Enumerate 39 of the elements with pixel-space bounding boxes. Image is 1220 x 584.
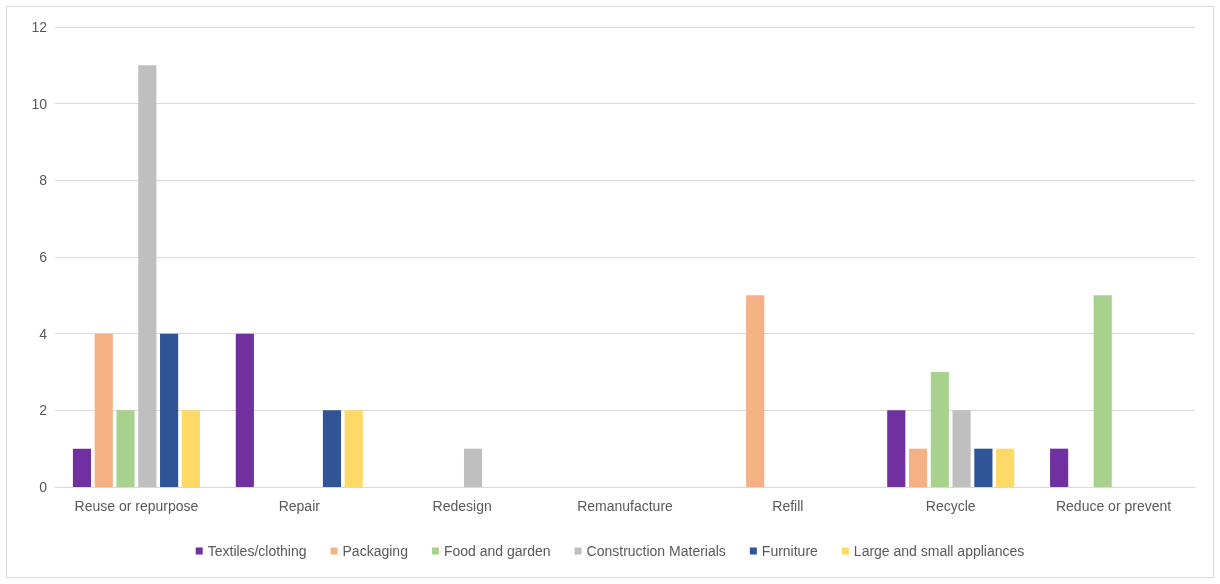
x-tick-label: Recycle bbox=[925, 498, 976, 514]
x-tick-label: Refill bbox=[772, 498, 804, 514]
bar bbox=[72, 448, 92, 487]
legend-label: Packaging bbox=[342, 543, 408, 559]
bar bbox=[887, 410, 906, 487]
x-tick-label: Reuse or repurpose bbox=[74, 498, 199, 514]
bar bbox=[463, 448, 483, 487]
bar bbox=[1093, 295, 1112, 487]
bar bbox=[94, 333, 113, 487]
legend-label: Textiles/clothing bbox=[207, 543, 307, 559]
bar bbox=[181, 410, 200, 487]
y-tick-label: 8 bbox=[39, 172, 48, 189]
legend-label: Food and garden bbox=[443, 543, 551, 559]
bar bbox=[160, 333, 179, 487]
y-tick-label: 10 bbox=[31, 95, 48, 112]
y-tick-label: 2 bbox=[39, 402, 48, 419]
y-tick-label: 4 bbox=[39, 325, 48, 342]
legend-label: Large and small appliances bbox=[853, 543, 1025, 559]
bar bbox=[908, 448, 928, 487]
bar bbox=[138, 65, 157, 487]
bar bbox=[996, 448, 1015, 487]
y-tick-label: 0 bbox=[39, 479, 48, 495]
legend-label: Construction Materials bbox=[586, 543, 726, 559]
bar bbox=[344, 410, 363, 487]
y-tick-label: 12 bbox=[31, 19, 48, 35]
x-tick-label: Redesign bbox=[432, 498, 492, 514]
bar bbox=[235, 333, 254, 487]
y-tick-label: 6 bbox=[39, 249, 48, 265]
bar bbox=[952, 410, 971, 487]
bar bbox=[974, 448, 993, 487]
x-tick-label: Repair bbox=[278, 498, 321, 514]
legend-label: Furniture bbox=[761, 543, 819, 559]
bar bbox=[1050, 448, 1069, 487]
bar bbox=[322, 410, 342, 487]
bar bbox=[930, 372, 949, 487]
x-tick-label: Remanufacture bbox=[577, 498, 674, 514]
bar bbox=[116, 410, 135, 487]
bar bbox=[746, 295, 765, 487]
x-tick-label: Reduce or prevent bbox=[1055, 498, 1172, 514]
